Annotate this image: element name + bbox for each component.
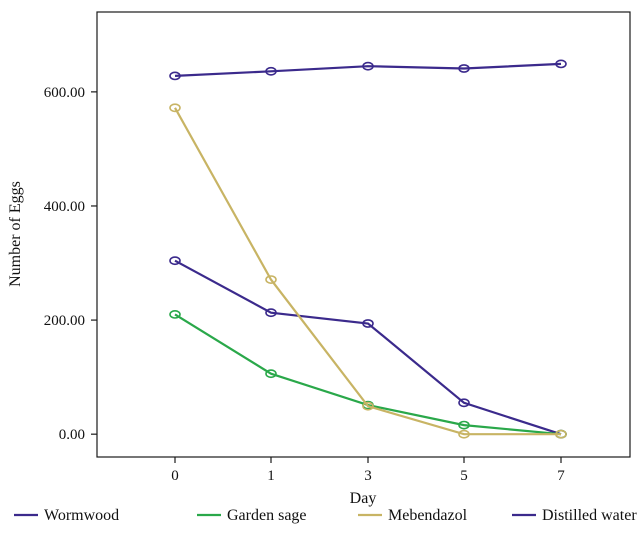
y-axis: 0.00 200.00 400.00 600.00 bbox=[44, 85, 97, 443]
series-line bbox=[174, 107, 561, 436]
data-point bbox=[265, 308, 277, 318]
x-tick-label: 5 bbox=[460, 468, 468, 484]
series-mebendazol bbox=[169, 103, 567, 439]
data-point bbox=[169, 309, 181, 319]
legend-item: Distilled water bbox=[512, 507, 637, 524]
legend-item: Wormwood bbox=[14, 507, 119, 524]
x-tick-label: 3 bbox=[364, 468, 372, 484]
data-point bbox=[169, 103, 181, 113]
legend-item: Garden sage bbox=[197, 507, 307, 524]
data-point bbox=[265, 66, 277, 76]
data-point bbox=[555, 59, 567, 69]
data-point bbox=[458, 420, 470, 430]
legend-item: Mebendazol bbox=[358, 507, 468, 524]
y-tick-label: 400.00 bbox=[44, 199, 85, 215]
data-point bbox=[458, 398, 470, 408]
data-point bbox=[458, 429, 470, 439]
x-axis-title: Day bbox=[350, 490, 377, 507]
data-point bbox=[362, 401, 374, 411]
data-point bbox=[265, 369, 277, 379]
legend-label: Mebendazol bbox=[388, 507, 468, 524]
data-point bbox=[458, 64, 470, 73]
x-tick-label: 1 bbox=[267, 468, 275, 484]
x-axis: 0 1 3 5 7 bbox=[171, 457, 565, 484]
y-tick-label: 600.00 bbox=[44, 85, 85, 101]
data-point bbox=[555, 429, 567, 439]
legend: Wormwood Garden sage Mebendazol Distilled w… bbox=[14, 507, 637, 524]
legend-label: Wormwood bbox=[44, 507, 119, 524]
y-tick-label: 200.00 bbox=[44, 313, 85, 329]
y-tick-label: 0.00 bbox=[59, 427, 85, 443]
data-point bbox=[169, 256, 181, 266]
data-point bbox=[265, 275, 277, 284]
data-point bbox=[362, 61, 374, 71]
data-point bbox=[362, 319, 374, 328]
series-line bbox=[174, 62, 562, 77]
series-distilled-water bbox=[169, 59, 567, 81]
plot-area bbox=[96, 11, 631, 458]
data-point bbox=[169, 71, 181, 81]
x-tick-label: 7 bbox=[557, 468, 565, 484]
legend-label: Distilled water bbox=[542, 507, 637, 524]
x-tick-label: 0 bbox=[171, 468, 179, 484]
y-axis-title: Number of Eggs bbox=[7, 181, 24, 287]
legend-label: Garden sage bbox=[227, 507, 307, 524]
series-line bbox=[174, 259, 562, 436]
series-layer bbox=[169, 59, 567, 439]
